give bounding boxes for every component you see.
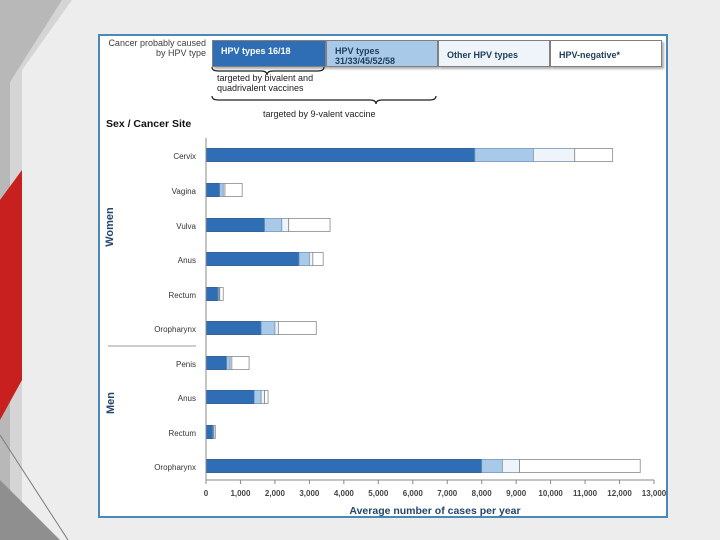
legend-label: HPV types 31/33/45/52/58: [335, 46, 396, 66]
legend-hpv-negative: HPV-negative*: [550, 40, 662, 67]
grey-corner-shape: [0, 480, 60, 540]
x-tick-label: 6,000: [403, 489, 424, 498]
x-tick-label: 11,000: [573, 489, 598, 498]
bar-segment-1: [205, 356, 228, 370]
x-tick-label: 5,000: [368, 489, 389, 498]
bar-segment-2: [226, 356, 231, 370]
bar-segment-3: [281, 218, 290, 232]
legend-label: HPV-negative*: [559, 50, 621, 60]
category-label: Cervix: [173, 152, 196, 161]
chart-frame: Cancer probably caused by HPV type HPV t…: [98, 34, 668, 518]
bar-segment-3: [532, 148, 576, 162]
x-tick-label: 8,000: [472, 489, 493, 498]
category-label: Penis: [176, 360, 196, 369]
bar-segment-2: [298, 252, 310, 266]
legend-hpv31-58: HPV types 31/33/45/52/58: [326, 40, 438, 67]
bar-segment-1: [205, 183, 221, 197]
bar-segment-4: [519, 459, 641, 473]
bar-segment-4: [574, 148, 614, 162]
bar-segment-1: [205, 218, 265, 232]
grey-side-shape-dark: [0, 0, 62, 540]
category-label: Rectum: [168, 291, 196, 300]
x-tick-label: 10,000: [538, 489, 563, 498]
x-tick-label: 3,000: [299, 489, 320, 498]
bar-segment-4: [288, 218, 331, 232]
corner-line: [0, 434, 69, 540]
legend-intro: Cancer probably caused by HPV type: [108, 38, 206, 58]
chart-plot: Cervix Vagina Vulva Anus Rectum Oropharynx Pen…: [108, 66, 666, 516]
brace-9valent-text: targeted by 9-valent vaccine: [263, 109, 376, 119]
bar-segment-2: [219, 183, 224, 197]
x-tick-label: 2,000: [265, 489, 286, 498]
y-axis-title: Sex / Cancer Site: [106, 118, 192, 130]
bar-segment-1: [205, 148, 476, 162]
bar-segment-2: [481, 459, 503, 473]
brace-9valent: [211, 95, 437, 105]
bar-segment-1: [205, 321, 262, 335]
bar-segment-2: [264, 218, 283, 232]
x-axis-title: Average number of cases per year: [349, 505, 520, 516]
bar-segment-3: [274, 321, 279, 335]
category-label: Vulva: [176, 222, 196, 231]
x-tick-label: 13,000: [642, 489, 666, 498]
bar-segment-1: [205, 287, 219, 301]
bar-segment-2: [474, 148, 534, 162]
bar-segment-4: [277, 321, 317, 335]
brace-bivalent: [211, 66, 325, 76]
legend-hpv16-18: HPV types 16/18: [212, 40, 326, 67]
bar-segment-3: [501, 459, 521, 473]
category-label: Oropharynx: [154, 325, 196, 334]
x-tick-label: 7,000: [437, 489, 458, 498]
category-label: Oropharynx: [154, 463, 196, 472]
bar-segment-1: [205, 252, 300, 266]
legend-label: Other HPV types: [447, 50, 519, 60]
bar-segment-4: [213, 425, 216, 439]
bar-segment-1: [205, 459, 483, 473]
category-label: Anus: [178, 394, 196, 403]
bar-segment-3: [308, 252, 314, 266]
bar-segment-2: [253, 390, 262, 404]
bar-segment-2: [260, 321, 276, 335]
legend-label: HPV types 16/18: [221, 46, 291, 56]
bar-segment-4: [231, 356, 250, 370]
red-accent-stripe: [0, 170, 22, 420]
x-tick-label: 1,000: [230, 489, 251, 498]
legend-other-hpv: Other HPV types: [438, 40, 550, 67]
bar-segment-3: [260, 390, 265, 404]
category-label: Rectum: [168, 429, 196, 438]
bar-segment-1: [205, 390, 255, 404]
x-tick-label: 12,000: [607, 489, 632, 498]
x-tick-label: 0: [204, 489, 209, 498]
brace-bivalent-text: targeted by bivalent and quadrivalent va…: [217, 73, 314, 93]
grey-side-shape: [0, 0, 72, 540]
bar-segment-4: [219, 287, 224, 301]
bar-segment-4: [224, 183, 243, 197]
category-label: Vagina: [172, 187, 197, 196]
bar-segment-4: [312, 252, 324, 266]
bar-segment-4: [264, 390, 269, 404]
x-tick-label: 4,000: [334, 489, 355, 498]
bar-segment-1: [205, 425, 214, 439]
category-label: Anus: [178, 256, 196, 265]
x-tick-label: 9,000: [506, 489, 527, 498]
